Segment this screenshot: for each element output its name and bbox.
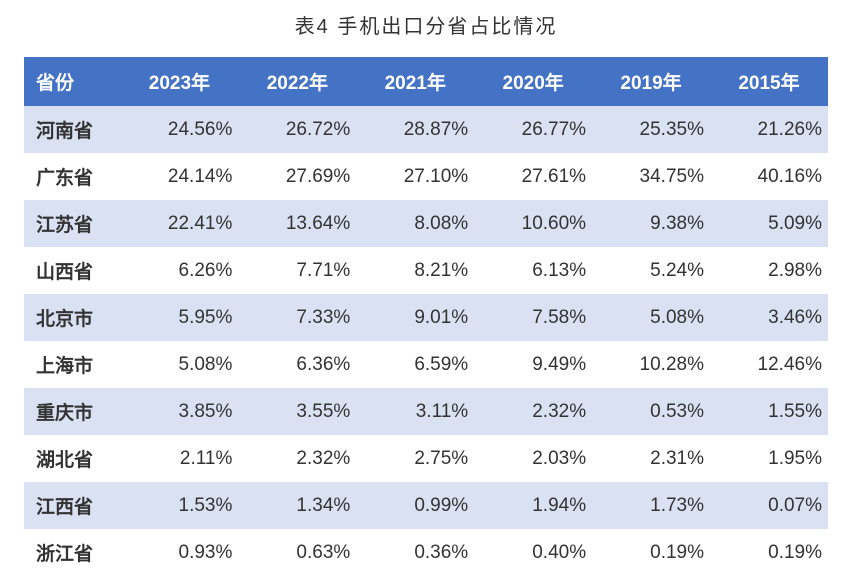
data-cell: 0.36% xyxy=(356,529,474,576)
data-cell: 10.60% xyxy=(474,200,592,247)
col-2021: 2021年 xyxy=(356,57,474,106)
data-cell: 2.31% xyxy=(592,435,710,482)
col-2023: 2023年 xyxy=(120,57,238,106)
data-cell: 6.13% xyxy=(474,247,592,294)
data-cell: 21.26% xyxy=(710,106,828,153)
table-row: 浙江省0.93%0.63%0.36%0.40%0.19%0.19% xyxy=(24,529,828,576)
table-row: 江苏省22.41%13.64%8.08%10.60%9.38%5.09% xyxy=(24,200,828,247)
col-2015: 2015年 xyxy=(710,57,828,106)
table-row: 广东省24.14%27.69%27.10%27.61%34.75%40.16% xyxy=(24,153,828,200)
data-cell: 6.59% xyxy=(356,341,474,388)
table-row: 湖北省2.11%2.32%2.75%2.03%2.31%1.95% xyxy=(24,435,828,482)
data-cell: 1.34% xyxy=(238,482,356,529)
province-cell: 上海市 xyxy=(24,341,120,388)
data-cell: 7.33% xyxy=(238,294,356,341)
data-cell: 2.11% xyxy=(120,435,238,482)
data-cell: 0.07% xyxy=(710,482,828,529)
table-row: 山西省6.26%7.71%8.21%6.13%5.24%2.98% xyxy=(24,247,828,294)
table-header-row: 省份 2023年 2022年 2021年 2020年 2019年 2015年 xyxy=(24,57,828,106)
data-cell: 8.08% xyxy=(356,200,474,247)
data-cell: 9.01% xyxy=(356,294,474,341)
table-row: 上海市5.08%6.36%6.59%9.49%10.28%12.46% xyxy=(24,341,828,388)
data-cell: 27.61% xyxy=(474,153,592,200)
table-body: 河南省24.56%26.72%28.87%26.77%25.35%21.26%广… xyxy=(24,106,828,576)
data-cell: 5.08% xyxy=(592,294,710,341)
data-cell: 22.41% xyxy=(120,200,238,247)
data-cell: 0.19% xyxy=(592,529,710,576)
data-cell: 2.98% xyxy=(710,247,828,294)
data-cell: 0.93% xyxy=(120,529,238,576)
data-cell: 0.53% xyxy=(592,388,710,435)
data-cell: 24.14% xyxy=(120,153,238,200)
data-cell: 2.03% xyxy=(474,435,592,482)
data-cell: 25.35% xyxy=(592,106,710,153)
data-cell: 5.95% xyxy=(120,294,238,341)
data-cell: 9.38% xyxy=(592,200,710,247)
data-cell: 8.21% xyxy=(356,247,474,294)
data-cell: 24.56% xyxy=(120,106,238,153)
data-cell: 2.75% xyxy=(356,435,474,482)
table-row: 江西省1.53%1.34%0.99%1.94%1.73%0.07% xyxy=(24,482,828,529)
data-cell: 10.28% xyxy=(592,341,710,388)
data-cell: 1.95% xyxy=(710,435,828,482)
data-cell: 3.11% xyxy=(356,388,474,435)
data-cell: 7.71% xyxy=(238,247,356,294)
data-cell: 7.58% xyxy=(474,294,592,341)
data-cell: 5.24% xyxy=(592,247,710,294)
data-cell: 12.46% xyxy=(710,341,828,388)
data-cell: 28.87% xyxy=(356,106,474,153)
province-cell: 江苏省 xyxy=(24,200,120,247)
data-cell: 0.99% xyxy=(356,482,474,529)
data-cell: 6.36% xyxy=(238,341,356,388)
data-cell: 3.85% xyxy=(120,388,238,435)
province-cell: 江西省 xyxy=(24,482,120,529)
province-cell: 重庆市 xyxy=(24,388,120,435)
data-cell: 0.63% xyxy=(238,529,356,576)
data-cell: 1.94% xyxy=(474,482,592,529)
col-2020: 2020年 xyxy=(474,57,592,106)
data-cell: 1.73% xyxy=(592,482,710,529)
export-share-table: 省份 2023年 2022年 2021年 2020年 2019年 2015年 河… xyxy=(24,57,828,576)
table-title: 表4 手机出口分省占比情况 xyxy=(24,10,828,39)
data-cell: 6.26% xyxy=(120,247,238,294)
data-cell: 26.77% xyxy=(474,106,592,153)
province-cell: 浙江省 xyxy=(24,529,120,576)
data-cell: 34.75% xyxy=(592,153,710,200)
table-row: 河南省24.56%26.72%28.87%26.77%25.35%21.26% xyxy=(24,106,828,153)
table-row: 重庆市3.85%3.55%3.11%2.32%0.53%1.55% xyxy=(24,388,828,435)
province-cell: 河南省 xyxy=(24,106,120,153)
province-cell: 北京市 xyxy=(24,294,120,341)
data-cell: 13.64% xyxy=(238,200,356,247)
col-2019: 2019年 xyxy=(592,57,710,106)
table-row: 北京市5.95%7.33%9.01%7.58%5.08%3.46% xyxy=(24,294,828,341)
data-cell: 0.19% xyxy=(710,529,828,576)
data-cell: 26.72% xyxy=(238,106,356,153)
data-cell: 0.40% xyxy=(474,529,592,576)
col-province: 省份 xyxy=(24,57,120,106)
col-2022: 2022年 xyxy=(238,57,356,106)
data-cell: 1.53% xyxy=(120,482,238,529)
data-cell: 3.46% xyxy=(710,294,828,341)
data-cell: 3.55% xyxy=(238,388,356,435)
data-cell: 5.09% xyxy=(710,200,828,247)
data-cell: 27.10% xyxy=(356,153,474,200)
data-cell: 27.69% xyxy=(238,153,356,200)
data-cell: 2.32% xyxy=(238,435,356,482)
data-cell: 9.49% xyxy=(474,341,592,388)
province-cell: 山西省 xyxy=(24,247,120,294)
province-cell: 湖北省 xyxy=(24,435,120,482)
data-cell: 1.55% xyxy=(710,388,828,435)
province-cell: 广东省 xyxy=(24,153,120,200)
data-cell: 2.32% xyxy=(474,388,592,435)
data-cell: 40.16% xyxy=(710,153,828,200)
data-cell: 5.08% xyxy=(120,341,238,388)
